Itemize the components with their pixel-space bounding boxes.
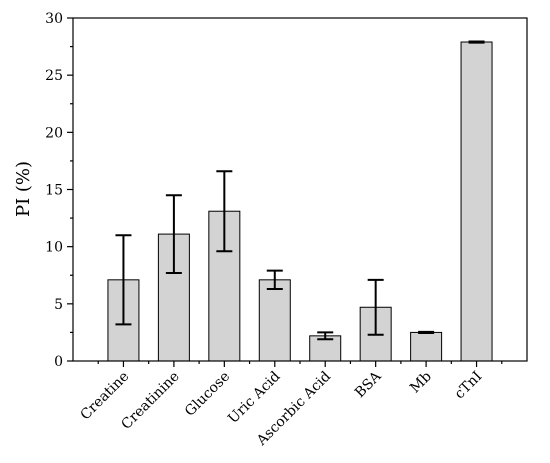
bars-group (107, 41, 493, 362)
y-axis-title: PI (%) (13, 161, 34, 217)
error-bar-mb (418, 330, 435, 334)
y-tick-label: 15 (45, 183, 63, 199)
y-ticks-group: 0 5 10 15 20 25 30 (45, 11, 73, 370)
bar-ascorbic-acid (309, 335, 342, 362)
y-tick-label: 20 (45, 125, 63, 141)
error-bar-uric-acid (266, 269, 283, 290)
error-bar-creatine (115, 234, 132, 326)
error-bar-ctni (468, 40, 485, 44)
axes-group (72, 17, 528, 362)
x-tick-label: cTnI (452, 369, 486, 403)
y-tick-label: 0 (54, 354, 63, 370)
y-tick-label: 5 (54, 297, 63, 313)
x-tick-label: BSA (352, 368, 385, 401)
x-tick-label: Mb (407, 368, 435, 396)
bar-mb (410, 331, 443, 362)
y-tick-label: 10 (45, 240, 63, 256)
bar-ctni (460, 41, 493, 362)
error-bar-glucose (216, 170, 233, 253)
plot-frame (72, 17, 528, 362)
y-tick-label: 25 (45, 68, 63, 84)
y-tick-label: 30 (45, 11, 63, 27)
bar-uric-acid (258, 279, 291, 362)
error-bar-bsa (367, 278, 384, 336)
error-bar-ascorbic-acid (317, 331, 334, 341)
error-bars-group (115, 40, 485, 341)
error-bar-creatinine (165, 194, 182, 274)
x-tick-label: Glucose (182, 369, 233, 420)
